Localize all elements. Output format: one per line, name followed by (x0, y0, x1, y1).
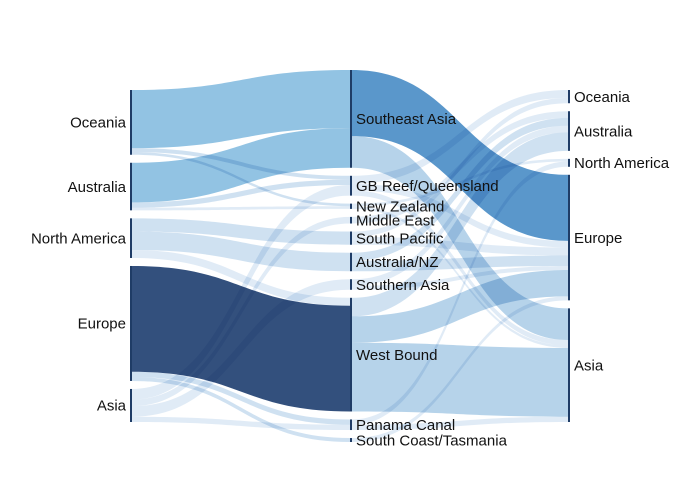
nodes-layer (130, 70, 570, 442)
node-mid-panama-canal[interactable] (350, 419, 352, 431)
label-mid-west-bound: West Bound (356, 347, 437, 364)
label-src-oceania: Oceania (70, 115, 127, 132)
label-mid-australia-nz: Australia/NZ (356, 254, 439, 271)
label-dst-oceania: Oceania (574, 89, 631, 106)
node-mid-south-coast[interactable] (350, 438, 352, 442)
link-src-europe-to-mid-south-coast[interactable] (132, 376, 350, 442)
node-dst-asia[interactable] (568, 308, 570, 422)
node-mid-southern-asia[interactable] (350, 279, 352, 290)
node-src-north-america[interactable] (130, 218, 132, 258)
link-mid-new-zealand-to-dst-north-america[interactable] (352, 158, 568, 207)
link-mid-southeast-asia-to-dst-europe[interactable] (352, 70, 568, 241)
link-mid-west-bound-to-dst-europe[interactable] (352, 269, 568, 343)
links-layer (132, 70, 568, 442)
link-mid-south-pacific-to-dst-oceania[interactable] (352, 97, 568, 237)
node-mid-west-bound[interactable] (350, 297, 352, 412)
label-mid-south-pacific: South Pacific (356, 230, 444, 247)
link-src-oceania-to-mid-southeast-asia[interactable] (132, 70, 350, 149)
link-src-asia-to-mid-southern-asia[interactable] (132, 279, 350, 417)
link-src-north-america-to-mid-australia-nz[interactable] (132, 231, 350, 272)
label-src-europe: Europe (78, 316, 126, 333)
node-mid-middle-east[interactable] (350, 216, 352, 224)
link-mid-west-bound-to-dst-asia[interactable] (352, 342, 568, 417)
label-src-australia: Australia (68, 179, 127, 196)
node-mid-gb-reef[interactable] (350, 175, 352, 196)
link-src-australia-to-mid-gb-reef[interactable] (132, 179, 350, 208)
link-mid-southeast-asia-to-dst-asia[interactable] (352, 136, 568, 341)
node-src-europe[interactable] (130, 265, 132, 381)
node-dst-oceania[interactable] (568, 90, 570, 104)
link-mid-south-coast-to-dst-europe[interactable] (352, 296, 568, 442)
node-dst-north-america[interactable] (568, 158, 570, 167)
label-mid-south-coast: South Coast/Tasmania (356, 432, 508, 449)
link-src-europe-to-mid-panama-canal[interactable] (132, 371, 350, 425)
label-mid-southern-asia: Southern Asia (356, 277, 450, 294)
label-mid-new-zealand: New Zealand (356, 199, 444, 216)
label-dst-australia: Australia (574, 123, 633, 140)
label-mid-gb-reef: GB Reef/Queensland (356, 178, 499, 195)
node-mid-new-zealand[interactable] (350, 203, 352, 209)
node-src-australia[interactable] (130, 162, 132, 211)
node-dst-europe[interactable] (568, 174, 570, 301)
node-src-asia[interactable] (130, 388, 132, 422)
label-src-north-america: North America (31, 230, 127, 247)
label-mid-panama-canal: Panama Canal (356, 417, 455, 434)
label-dst-europe: Europe (574, 230, 622, 247)
link-src-australia-to-mid-southeast-asia[interactable] (132, 128, 350, 203)
link-mid-gb-reef-to-dst-oceania[interactable] (352, 90, 568, 184)
label-dst-north-america: North America (574, 155, 670, 172)
link-src-asia-to-mid-panama-canal[interactable] (132, 416, 350, 431)
link-mid-west-bound-to-dst-australia[interactable] (352, 132, 568, 317)
link-src-asia-to-mid-middle-east[interactable] (132, 216, 350, 407)
link-src-asia-to-mid-gb-reef[interactable] (132, 185, 350, 400)
label-mid-middle-east: Middle East (356, 212, 435, 229)
label-src-asia: Asia (97, 398, 127, 415)
link-mid-panama-canal-to-dst-north-america[interactable] (352, 161, 568, 425)
node-mid-australia-nz[interactable] (350, 252, 352, 272)
node-mid-southeast-asia[interactable] (350, 70, 352, 168)
labels-layer: Oceania Australia North America Europe Asia S… (31, 89, 670, 449)
link-mid-australia-nz-to-dst-australia[interactable] (352, 117, 568, 261)
node-src-oceania[interactable] (130, 90, 132, 155)
label-dst-asia: Asia (574, 357, 604, 374)
label-mid-southeast-asia: Southeast Asia (356, 111, 457, 128)
node-dst-australia[interactable] (568, 111, 570, 151)
node-mid-south-pacific[interactable] (350, 231, 352, 245)
link-src-north-america-to-mid-west-bound[interactable] (132, 250, 350, 306)
link-mid-southern-asia-to-dst-australia[interactable] (352, 125, 568, 286)
